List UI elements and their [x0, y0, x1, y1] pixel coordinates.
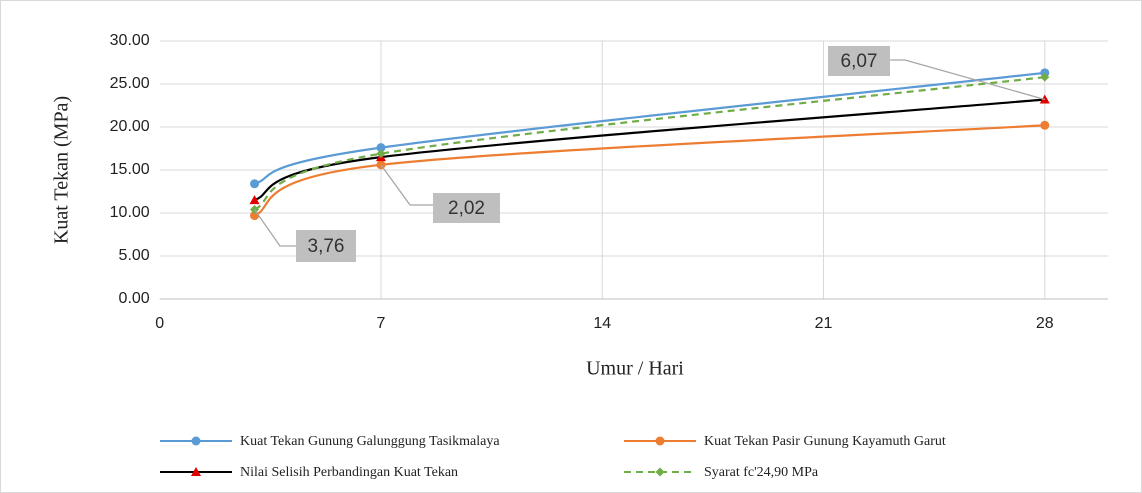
x-tick-label: 28: [1036, 315, 1054, 332]
x-tick-label: 21: [815, 315, 833, 332]
x-tick-label: 7: [377, 315, 386, 332]
legend-marker: [655, 436, 665, 446]
y-tick-label: 20.00: [110, 118, 150, 135]
y-tick-label: 25.00: [110, 75, 150, 92]
y-tick-label: 10.00: [110, 204, 150, 221]
legend-label: Syarat fc'24,90 MPa: [704, 465, 819, 480]
annotation-label: 3,76: [308, 236, 345, 257]
annotation-label: 6,07: [841, 51, 878, 72]
legend-label: Nilai Selisih Perbandingan Kuat Tekan: [240, 465, 458, 480]
annotation-box: [296, 230, 356, 262]
legend-label: Kuat Tekan Pasir Gunung Kayamuth Garut: [704, 434, 946, 449]
annotation-leader: [890, 59, 1045, 101]
y-tick-label: 5.00: [119, 247, 150, 264]
x-tick-label: 14: [593, 315, 611, 332]
y-tick-label: 0.00: [119, 290, 150, 307]
data-point: [376, 143, 386, 153]
y-tick-label: 30.00: [110, 32, 150, 49]
data-point: [376, 149, 386, 159]
data-point: [1040, 72, 1050, 82]
series-line: [254, 98, 1045, 202]
y-axis-title: Kuat Tekan (MPa): [51, 96, 73, 244]
series-line: [254, 71, 1045, 185]
annotation-box: [433, 193, 500, 223]
series-line: [254, 76, 1045, 211]
annotation-label: 2,02: [448, 198, 485, 219]
annotation-box: [828, 46, 890, 76]
legend-marker: [655, 467, 665, 477]
annotation-leader: [380, 164, 433, 206]
series-line: [254, 124, 1045, 217]
y-tick-label: 15.00: [110, 161, 150, 178]
legend-label: Kuat Tekan Gunung Galunggung Tasikmalaya: [240, 434, 500, 449]
x-axis-title: Umur / Hari: [586, 358, 684, 380]
legend-marker: [191, 436, 201, 446]
data-point: [1040, 120, 1050, 130]
legend-marker: [191, 467, 201, 476]
data-point: [250, 179, 260, 189]
annotation-leader: [253, 209, 296, 247]
x-tick-label: 0: [155, 315, 164, 332]
data-point: [249, 195, 260, 205]
